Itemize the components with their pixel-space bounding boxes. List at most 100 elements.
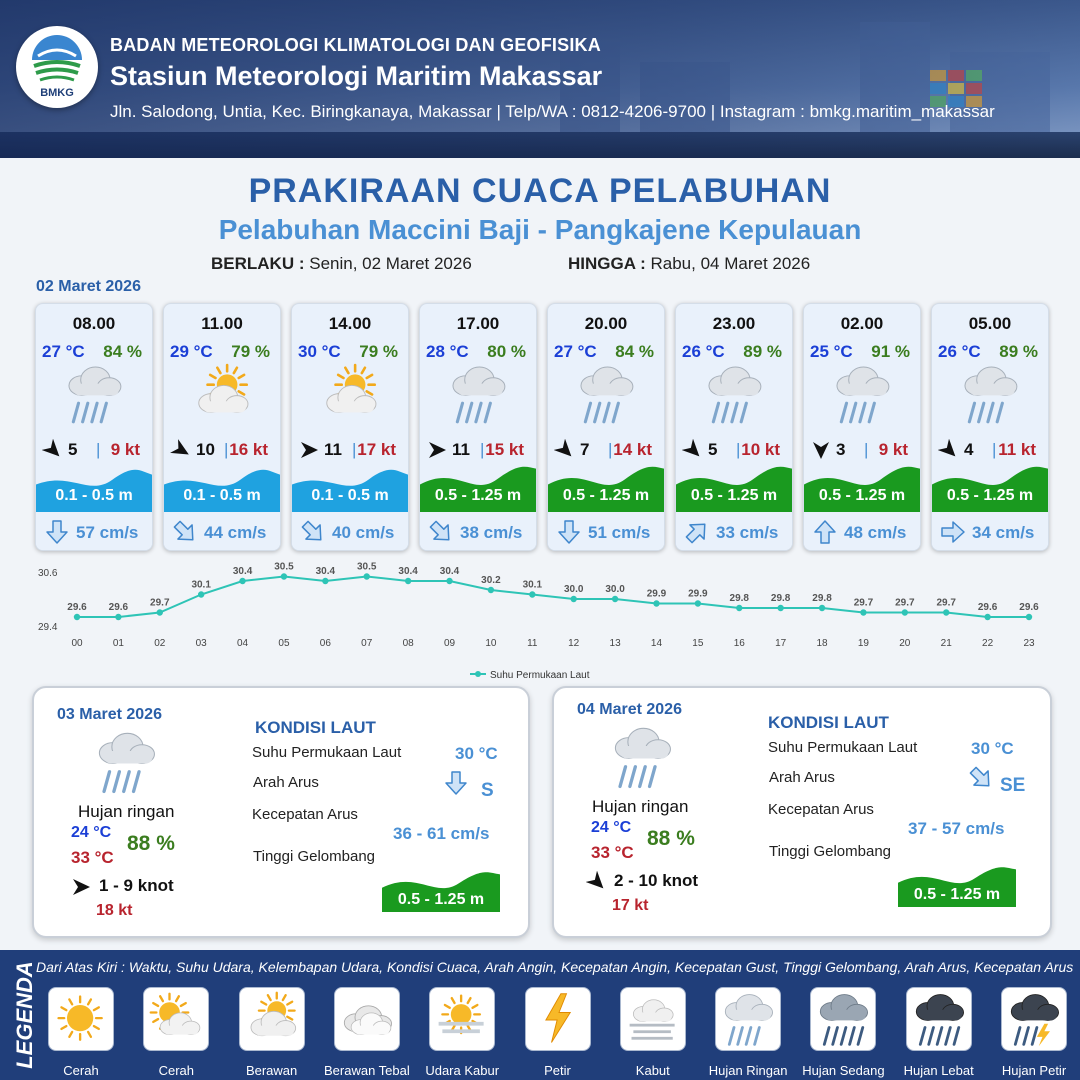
wave-height-graphic — [292, 469, 408, 512]
mostly-sunny-icon — [149, 992, 201, 1036]
x-tick-label: 04 — [237, 638, 249, 649]
x-tick-label: 16 — [734, 638, 746, 649]
gust-speed: 11 kt — [998, 440, 1036, 459]
partly-cloudy-icon — [250, 991, 296, 1037]
x-tick-label: 09 — [444, 638, 456, 649]
legend-item-label: Cerah — [63, 1063, 99, 1078]
x-tick-label: 23 — [1023, 638, 1035, 649]
forecast-temperature: 28 °C — [426, 342, 469, 361]
sea-condition-heading: KONDISI LAUT — [255, 718, 376, 737]
wave-height: 0.1 - 0.5 m — [55, 487, 133, 504]
forecast-humidity: 80 % — [487, 342, 526, 361]
sst-point — [156, 609, 163, 616]
light-rain-icon — [614, 727, 671, 789]
forecast-time: 20.00 — [584, 314, 628, 333]
current-row: 57 cm/s — [36, 514, 152, 550]
y-tick-label: 29.4 — [38, 622, 58, 633]
forecast-time: 11.00 — [201, 314, 243, 333]
current-speed: 34 cm/s — [972, 523, 1035, 542]
station-name: Stasiun Meteorologi Maritim Makassar — [110, 61, 603, 91]
sst-data-label: 30.4 — [440, 566, 460, 577]
sea-condition-heading: KONDISI LAUT — [768, 713, 889, 732]
current-speed: 38 cm/s — [460, 523, 523, 542]
validity-from-label: BERLAKU : — [211, 254, 305, 273]
moderate-rain-icon — [820, 994, 869, 1046]
legend-item-label: Kabut — [635, 1063, 670, 1078]
sst-data-label: 30.5 — [274, 562, 294, 573]
wind-direction-icon — [554, 439, 572, 457]
sst-data-label: 30.5 — [357, 562, 377, 573]
sst-point — [570, 595, 577, 603]
legend-item-label: Hujan Lebat — [903, 1063, 974, 1078]
forecast-temperature: 25 °C — [810, 342, 853, 361]
wind-direction-icon — [73, 879, 90, 895]
current-direction-label: Arah Arus — [253, 774, 319, 791]
legend-item-label: Hujan Petir — [1001, 1063, 1067, 1078]
header-banner — [0, 0, 1080, 158]
wave-height-label: Tinggi Gelombang — [769, 843, 892, 860]
current-speed-label: Kecepatan Arus — [768, 801, 874, 818]
page-title: PRAKIRAAN CUACA PELABUHAN — [248, 172, 832, 210]
sst-point — [280, 573, 288, 580]
gust-speed: 9 kt — [878, 440, 908, 459]
partly-cloudy-icon — [198, 363, 249, 413]
sst-point — [322, 577, 329, 585]
forecast-temperature: 27 °C — [42, 342, 85, 361]
daily-date: 03 Maret 2026 — [57, 706, 162, 723]
sst-point — [694, 600, 702, 607]
light-rain-icon — [708, 366, 762, 424]
wind-row: 11 | 17 kt — [292, 438, 408, 462]
x-tick-label: 06 — [320, 638, 332, 649]
light-rain-icon — [836, 366, 890, 424]
wave-height: 0.5 - 1.25 m — [818, 487, 906, 504]
sst-data-label: 29.7 — [936, 598, 956, 609]
current-direction-label: Arah Arus — [769, 769, 835, 786]
forecast-card: 20.00 27 °C 84 % 7 | 14 kt 0.5 - 1.25 m … — [547, 303, 665, 551]
current-speed: 51 cm/s — [588, 523, 651, 542]
current-speed: 57 cm/s — [76, 523, 139, 542]
current-direction-arrow — [443, 770, 469, 801]
wave-height-graphic — [898, 867, 1016, 907]
current-direction-icon — [46, 520, 68, 544]
x-tick-label: 22 — [982, 638, 994, 649]
forecast-temperature: 29 °C — [170, 342, 213, 361]
wind-direction-icon — [301, 442, 318, 458]
sst-point — [860, 609, 867, 616]
x-tick-label: 17 — [775, 638, 787, 649]
daily-condition: Hujan ringan — [78, 802, 175, 821]
forecast-humidity: 91 % — [871, 342, 910, 361]
sst-data-label: 29.7 — [150, 598, 170, 609]
wave-height-graphic — [932, 466, 1048, 512]
wind-row: 10 | 16 kt — [164, 438, 280, 462]
forecast-humidity: 79 % — [231, 342, 270, 361]
wind-direction-icon — [938, 439, 956, 457]
current-direction-icon — [814, 520, 836, 544]
wind-separator: | — [864, 440, 869, 459]
forecast-humidity: 89 % — [999, 342, 1038, 361]
daily-gust-speed: 17 kt — [612, 897, 649, 914]
gust-speed: 16 kt — [229, 440, 268, 459]
gust-speed: 10 kt — [741, 440, 780, 459]
light-rain-icon — [580, 366, 634, 424]
sst-point — [736, 604, 743, 612]
sst-point — [818, 604, 826, 612]
sst-data-label: 30.0 — [564, 584, 584, 595]
current-speed-value: 36 - 61 cm/s — [393, 824, 490, 843]
wind-separator: | — [224, 440, 229, 459]
current-speed: 40 cm/s — [332, 523, 395, 542]
legend-item — [619, 987, 686, 1051]
current-speed: 48 cm/s — [844, 523, 907, 542]
wave-height: 0.5 - 1.25 m — [434, 487, 522, 504]
legend-item — [238, 987, 305, 1051]
wave-height-graphic — [548, 466, 664, 512]
current-direction-value: SE — [1000, 775, 1026, 796]
forecast-humidity: 89 % — [743, 342, 782, 361]
current-direction-value: S — [481, 780, 494, 801]
legend-marker — [475, 671, 481, 677]
forecast-humidity: 79 % — [359, 342, 398, 361]
forecast-time: 23.00 — [712, 314, 756, 333]
legend-bar: LEGENDA Dari Atas Kiri : Waktu, Suhu Uda… — [0, 950, 1080, 1080]
current-speed: 44 cm/s — [204, 523, 267, 542]
wave-height-graphic — [676, 466, 792, 512]
wind-direction-icon — [42, 439, 60, 457]
